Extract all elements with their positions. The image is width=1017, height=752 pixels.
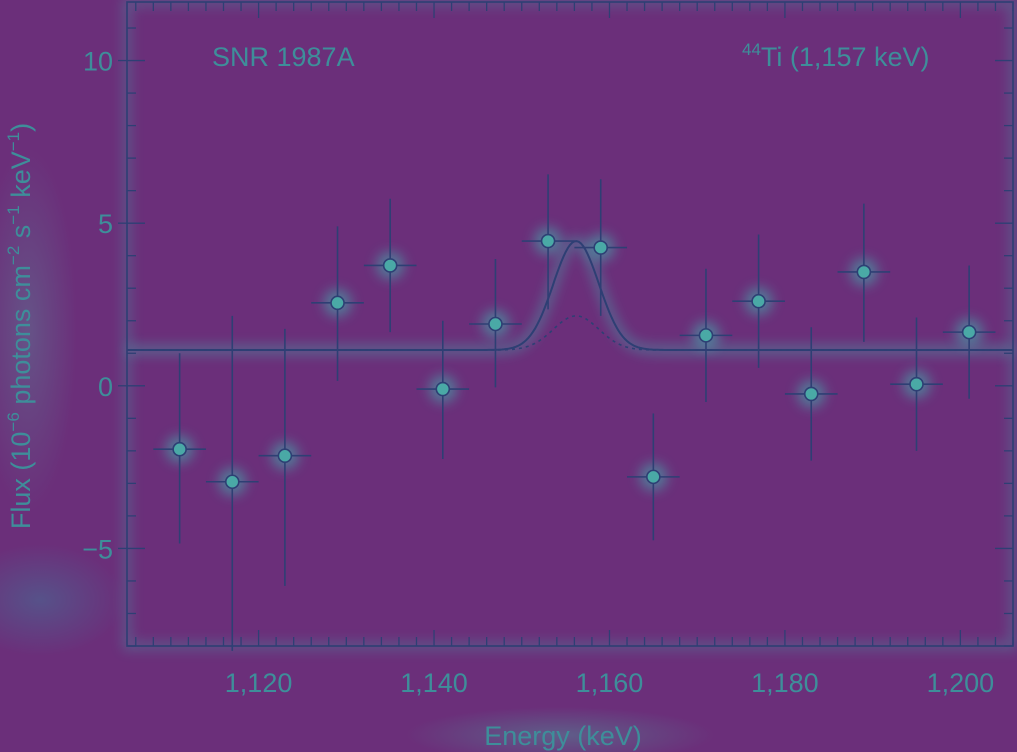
data-point [522, 174, 575, 309]
data-point [574, 179, 627, 316]
model-curve-glow [127, 241, 1013, 350]
line-annotation: 44Ti (1,157 keV) [742, 40, 930, 72]
y-axis-title-part-d: keV [6, 151, 36, 205]
data-point [311, 226, 364, 380]
data-point-marker [857, 265, 870, 278]
plot-border-glow [127, 2, 1013, 646]
source-annotation: SNR 1987A [212, 42, 355, 72]
y-axis-title-sup-d: −1 [4, 132, 23, 151]
data-point-marker [910, 378, 923, 391]
data-point-marker [594, 241, 607, 254]
y-axis-title-part-b: photons cm [6, 265, 36, 412]
tick-labels: 1,120 1,140 1,160 1,180 1,200 −5 0 5 10 [82, 47, 994, 698]
data-point [416, 321, 469, 459]
y-axis-title-part-c: s [6, 225, 36, 246]
x-tick-label: 1,140 [400, 668, 468, 698]
data-point-marker [805, 387, 818, 400]
line-annotation-main: Ti (1,157 keV) [761, 42, 930, 72]
y-tick-label: −5 [82, 534, 113, 564]
data-point-marker [384, 259, 397, 272]
data-point [259, 329, 312, 586]
data-point-marker [331, 296, 344, 309]
x-tick-label: 1,160 [576, 668, 644, 698]
data-point [153, 353, 206, 543]
data-point [206, 316, 259, 651]
y-tick-label: 0 [98, 372, 113, 402]
model-curves [127, 241, 1013, 350]
data-point [469, 259, 522, 387]
data-point-marker [963, 326, 976, 339]
line-annotation-superscript: 44 [742, 40, 761, 59]
data-point [627, 413, 680, 540]
data-point-marker [436, 383, 449, 396]
glow-layer [127, 2, 1013, 651]
data-point-marker [173, 443, 186, 456]
y-axis-title: Flux (10−6 photons cm−2 s−1 keV−1) [4, 123, 36, 529]
data-point-marker [647, 470, 660, 483]
x-tick-label: 1,200 [927, 668, 995, 698]
data-point-marker [489, 318, 502, 331]
y-tick-label: 10 [83, 47, 113, 77]
data-point [943, 265, 996, 398]
axis-ticks [118, 2, 1013, 646]
data-point-marker [699, 329, 712, 342]
x-tick-label: 1,180 [751, 668, 819, 698]
plot-frame [127, 2, 1013, 646]
data-point-marker [752, 295, 765, 308]
data-point-marker [226, 475, 239, 488]
y-tick-label: 5 [98, 209, 113, 239]
x-axis-title: Energy (keV) [484, 721, 642, 751]
data-point [680, 269, 733, 402]
y-axis-title-sup-a: −6 [4, 412, 23, 431]
model-curve-dotted [127, 316, 1013, 350]
plot-border [127, 2, 1013, 646]
data-point [890, 317, 943, 450]
data-point-marker [278, 449, 291, 462]
data-point-marker [542, 235, 555, 248]
data-point [364, 199, 417, 332]
data-point [838, 204, 891, 342]
y-axis-title-sup-c: −1 [4, 205, 23, 224]
y-axis-title-part-a: Flux (10 [6, 432, 36, 530]
y-axis-title-sup-b: −2 [4, 246, 23, 265]
model-curve-solid [127, 241, 1013, 350]
y-axis-title-part-e: ) [6, 123, 36, 132]
x-tick-label: 1,120 [225, 668, 293, 698]
